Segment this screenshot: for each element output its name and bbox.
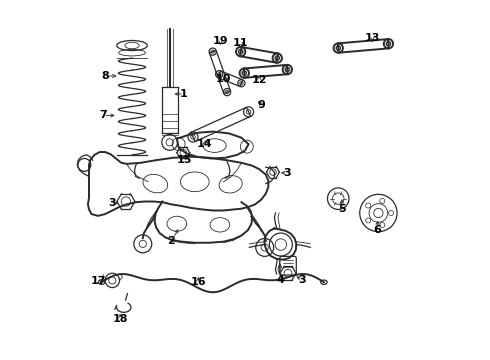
Text: 3: 3 — [284, 168, 291, 178]
Text: 2: 2 — [168, 236, 175, 246]
Text: 9: 9 — [257, 100, 265, 110]
Text: 10: 10 — [216, 74, 231, 84]
Text: 5: 5 — [338, 204, 345, 214]
Text: 13: 13 — [365, 33, 380, 43]
Text: 7: 7 — [99, 111, 107, 121]
Text: 6: 6 — [374, 225, 382, 235]
Text: 12: 12 — [251, 75, 267, 85]
Text: 19: 19 — [213, 36, 228, 46]
Text: 18: 18 — [112, 314, 128, 324]
Text: 17: 17 — [90, 276, 106, 286]
Text: 11: 11 — [233, 38, 248, 48]
Text: 15: 15 — [176, 155, 192, 165]
Text: 14: 14 — [197, 139, 213, 149]
Text: 16: 16 — [191, 277, 206, 287]
Text: 3: 3 — [298, 275, 306, 285]
Text: 4: 4 — [276, 275, 284, 285]
Text: 3: 3 — [108, 198, 116, 208]
Text: 8: 8 — [101, 71, 109, 81]
Text: 1: 1 — [180, 89, 188, 99]
